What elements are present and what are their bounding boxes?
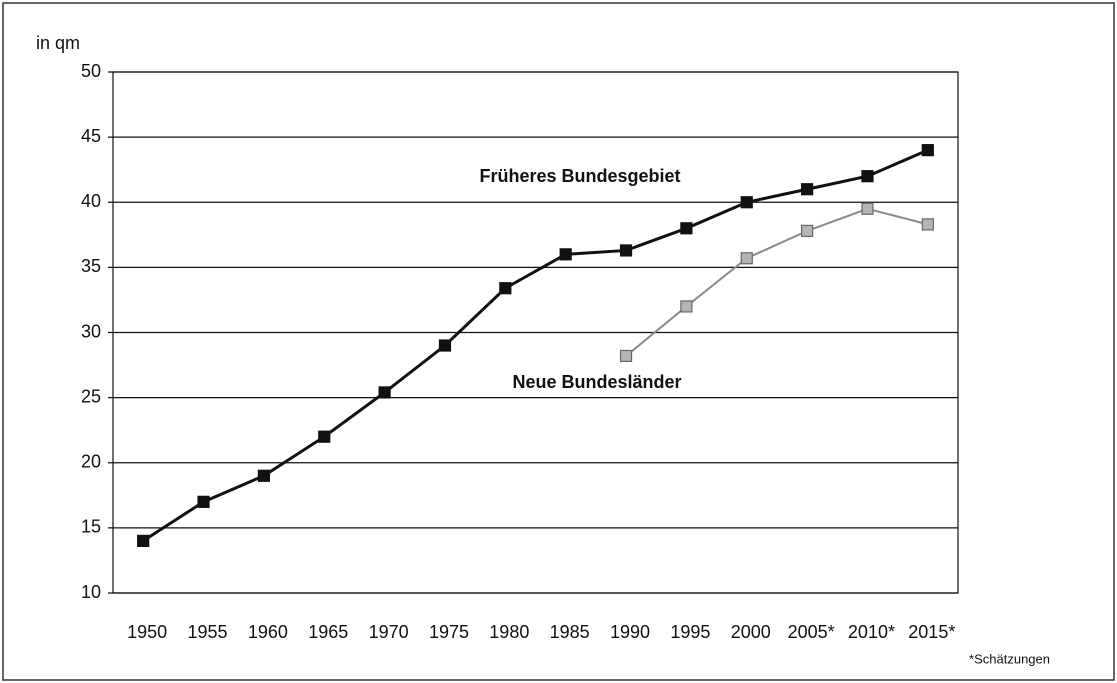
marker [438,339,452,352]
x-tick-label: 1950 [127,622,167,642]
x-tick-label: 1970 [369,622,409,642]
x-tick-label: 1955 [188,622,228,642]
x-tick-label: 2000 [731,622,771,642]
x-tick-label: 1960 [248,622,288,642]
x-tick-label: 2015* [908,622,955,642]
marker [801,224,814,238]
marker [197,495,210,508]
marker [740,252,753,265]
marker [619,244,633,257]
y-tick-label: 40 [81,191,101,211]
y-tick-label: 25 [81,386,101,406]
marker [559,248,572,261]
marker [861,170,874,183]
y-tick-label: 50 [81,61,101,81]
marker [680,222,693,235]
marker [921,218,934,231]
series-line [142,148,929,543]
x-tick-label: 1980 [489,622,529,642]
marker [619,349,633,363]
series-label: Früheres Bundesgebiet [479,166,680,186]
x-tick-label: 2010* [848,622,895,642]
marker [861,202,874,215]
y-tick-label: 45 [81,126,101,146]
y-tick-label: 30 [81,321,101,341]
marker [378,386,391,399]
footnote: *Schätzungen [969,651,1050,666]
marker [801,183,814,196]
x-tick-label: 1995 [670,622,710,642]
x-tick-label: 2005* [788,622,835,642]
marker [137,534,150,548]
y-axis-label: in qm [36,33,80,53]
marker [680,300,693,313]
y-tick-label: 10 [81,582,101,602]
y-tick-label: 35 [81,256,101,276]
x-tick-label: 1975 [429,622,469,642]
y-tick-label: 20 [81,452,101,472]
marker [257,469,270,482]
x-tick-label: 1985 [550,622,590,642]
y-tick-label: 15 [81,517,101,537]
series-line [625,207,929,357]
marker [740,196,753,209]
plot-area [112,71,959,594]
series-label: Neue Bundesländer [512,372,681,392]
x-tick-label: 1965 [308,622,348,642]
x-tick-label: 1990 [610,622,650,642]
marker [921,144,934,157]
marker [318,430,331,443]
marker [499,282,512,295]
